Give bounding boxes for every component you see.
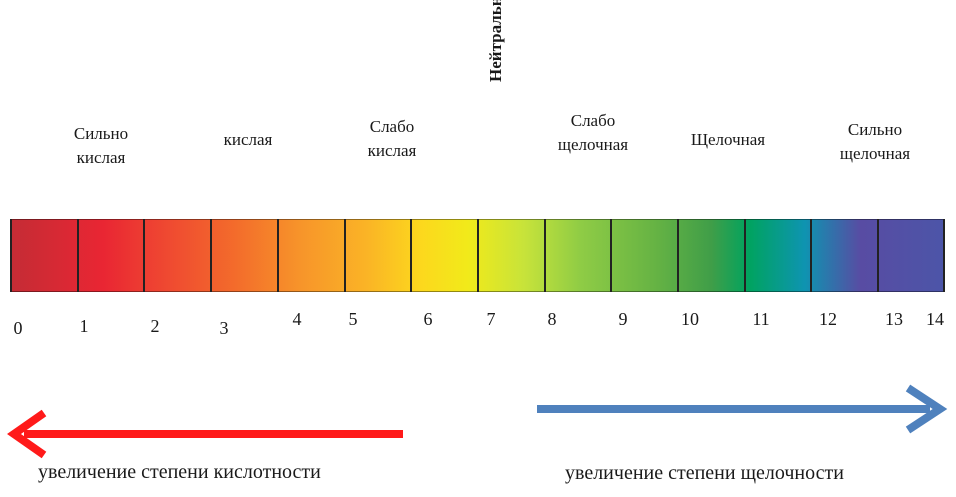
tick-13: 13 bbox=[885, 309, 903, 329]
label-acid: кислая bbox=[223, 130, 273, 149]
tick-12: 12 bbox=[819, 309, 837, 329]
scale-divider bbox=[810, 219, 812, 292]
scale-divider bbox=[277, 219, 279, 292]
scale-divider bbox=[344, 219, 346, 292]
scale-divider bbox=[410, 219, 412, 292]
tick-10: 10 bbox=[681, 309, 699, 329]
tick-9: 9 bbox=[618, 309, 628, 329]
tick-14: 14 bbox=[926, 309, 944, 329]
alkaline-caption: увеличение степени щелочности bbox=[565, 462, 844, 484]
tick-3: 3 bbox=[219, 318, 229, 338]
scale-divider bbox=[943, 219, 945, 292]
ph-color-scale bbox=[10, 219, 945, 292]
label-weak-acid: Слабо кислая bbox=[367, 117, 417, 160]
scale-divider bbox=[877, 219, 879, 292]
scale-divider bbox=[10, 219, 12, 292]
scale-divider bbox=[477, 219, 479, 292]
tick-4: 4 bbox=[292, 309, 302, 329]
scale-divider bbox=[677, 219, 679, 292]
scale-divider bbox=[77, 219, 79, 292]
acid-caption: увеличение степени кислотности bbox=[38, 461, 321, 483]
label-strong-alkaline: Сильно щелочная bbox=[839, 120, 911, 163]
scale-divider bbox=[610, 219, 612, 292]
scale-divider bbox=[544, 219, 546, 292]
tick-6: 6 bbox=[423, 309, 433, 329]
tick-5: 5 bbox=[348, 309, 358, 329]
scale-divider bbox=[210, 219, 212, 292]
tick-2: 2 bbox=[150, 316, 160, 336]
label-weak-alkaline: Слабо щелочная bbox=[557, 111, 629, 154]
tick-7: 7 bbox=[486, 309, 496, 329]
label-strong-acid: Сильно кислая bbox=[73, 124, 129, 167]
scale-divider bbox=[143, 219, 145, 292]
acid-arrow bbox=[7, 409, 403, 459]
scale-divider bbox=[744, 219, 746, 292]
tick-0: 0 bbox=[13, 318, 23, 338]
tick-1: 1 bbox=[79, 316, 89, 336]
label-alkaline: Щелочная bbox=[690, 130, 766, 149]
tick-11: 11 bbox=[752, 309, 770, 329]
tick-8: 8 bbox=[547, 309, 557, 329]
alkaline-arrow bbox=[537, 384, 948, 434]
